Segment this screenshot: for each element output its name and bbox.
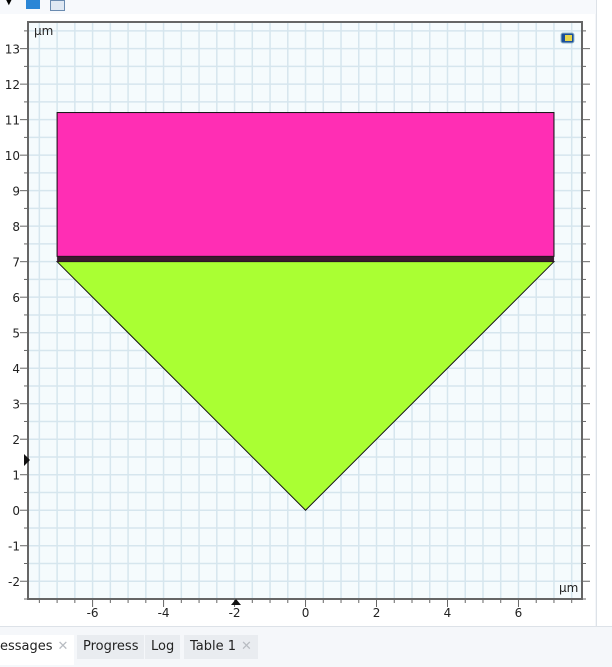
y-tick-label: 10 (5, 149, 20, 163)
rectangle-domain (56, 112, 555, 257)
plot-frame (27, 21, 583, 600)
x-tick-label: 2 (373, 606, 381, 620)
x-tick-label: -6 (87, 606, 99, 620)
y-unit-label: µm (34, 24, 53, 38)
print-icon[interactable] (50, 0, 65, 11)
y-tick-label: -2 (8, 575, 20, 589)
y-tick-label: 0 (12, 504, 20, 518)
y-tick-label: -1 (8, 540, 20, 554)
x-marker-icon (231, 599, 241, 605)
tab-label: essages (0, 639, 53, 654)
y-marker-icon (24, 454, 30, 466)
close-icon[interactable]: ✕ (57, 639, 69, 654)
zoom-extents-icon-fill (565, 35, 572, 41)
y-tick-label: 1 (12, 469, 20, 483)
right-panel (596, 0, 612, 626)
camera-icon[interactable] (26, 0, 40, 9)
dropdown-arrow-icon[interactable]: ▼ (5, 0, 13, 7)
bottom-tabs: essages ✕ Progress Log Table 1 ✕ (0, 626, 612, 667)
tab-messages[interactable]: essages ✕ (0, 635, 75, 665)
y-tick-label: 6 (12, 291, 20, 305)
y-tick-label: 4 (12, 362, 20, 376)
y-tick-label: 8 (12, 220, 20, 234)
y-tick-label: 3 (12, 398, 20, 412)
x-tick-label: -4 (158, 606, 170, 620)
y-tick-label: 5 (12, 327, 20, 341)
tab-log[interactable]: Log (145, 635, 181, 659)
y-tick-label: 9 (12, 185, 20, 199)
x-tick-label: 0 (302, 606, 310, 620)
x-tick-label: 4 (444, 606, 452, 620)
close-icon[interactable]: ✕ (241, 639, 252, 654)
tab-table-1[interactable]: Table 1 ✕ (184, 635, 258, 659)
graphics-window[interactable]: -6 -4 -2 0 2 4 6 -2 -1 0 1 2 3 4 5 6 7 8 9 10 11 12 13 µm µm (0, 14, 595, 626)
x-tick-label: -2 (229, 606, 241, 620)
tab-label: Progress (83, 639, 139, 654)
interface-layer (57, 256, 554, 262)
tab-label: Table 1 (190, 639, 237, 654)
x-unit-label: µm (559, 581, 578, 595)
y-tick-label: 12 (5, 78, 20, 92)
x-tick-label: 6 (515, 606, 523, 620)
graphics-toolbar: ▼ (0, 0, 612, 14)
tab-label: Log (151, 639, 175, 654)
y-tick-label: 2 (12, 433, 20, 447)
y-tick-label: 7 (12, 256, 20, 270)
tab-progress[interactable]: Progress (77, 635, 145, 659)
y-tick-label: 13 (5, 43, 20, 57)
y-tick-label: 11 (5, 114, 20, 128)
